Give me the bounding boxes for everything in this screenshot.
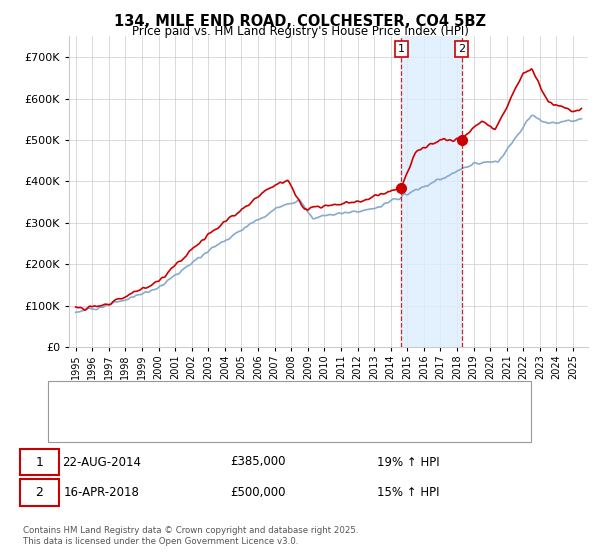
Text: £385,000: £385,000 [230, 455, 286, 469]
Text: 22-AUG-2014: 22-AUG-2014 [62, 455, 142, 469]
Text: HPI: Average price, detached house, Colchester: HPI: Average price, detached house, Colc… [96, 419, 356, 429]
Text: 134, MILE END ROAD, COLCHESTER, CO4 5BZ: 134, MILE END ROAD, COLCHESTER, CO4 5BZ [114, 14, 486, 29]
Text: 2: 2 [35, 486, 43, 500]
Text: 1: 1 [35, 455, 43, 469]
Text: £500,000: £500,000 [230, 486, 286, 500]
Text: 134, MILE END ROAD, COLCHESTER, CO4 5BZ (detached house): 134, MILE END ROAD, COLCHESTER, CO4 5BZ … [96, 394, 447, 404]
Text: 19% ↑ HPI: 19% ↑ HPI [377, 455, 439, 469]
Text: 15% ↑ HPI: 15% ↑ HPI [377, 486, 439, 500]
Text: Price paid vs. HM Land Registry's House Price Index (HPI): Price paid vs. HM Land Registry's House … [131, 25, 469, 38]
Text: 16-APR-2018: 16-APR-2018 [64, 486, 140, 500]
Text: 1: 1 [398, 44, 405, 54]
Text: Contains HM Land Registry data © Crown copyright and database right 2025.
This d: Contains HM Land Registry data © Crown c… [23, 526, 358, 546]
Text: 2: 2 [458, 44, 466, 54]
